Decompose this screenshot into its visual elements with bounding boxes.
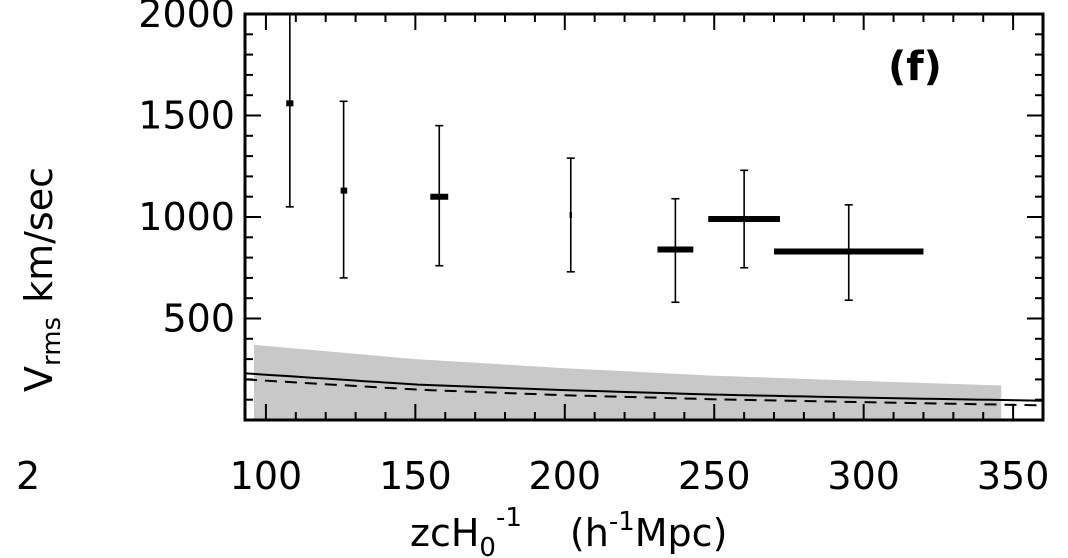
shaded-band-layer (254, 344, 1002, 420)
y-axis-title-main: V (17, 366, 61, 392)
y-tick-label: 1500 (138, 94, 235, 138)
x-axis-title-sup: -1 (496, 503, 522, 533)
data-point-1 (285, 13, 294, 208)
shaded-band (254, 344, 1002, 420)
x-axis-title-units-sup: -1 (609, 507, 635, 537)
y-tick-label: 500 (162, 297, 235, 341)
data-point-2 (339, 100, 348, 279)
x-axis-title-sub: 0 (479, 533, 496, 558)
x-axis-title-units-open: (h (570, 511, 609, 555)
panel-label: (f) (888, 44, 942, 90)
data-point-3 (430, 124, 449, 267)
data-point-6 (708, 169, 780, 269)
y-axis-title: Vrms km/sec (17, 167, 67, 392)
y-axis-title-sub: rms (37, 317, 67, 366)
solid-model-curve (244, 372, 1044, 402)
x-tick-label: 250 (678, 454, 751, 498)
x-axis-title: zcH0-1 (h-1Mpc) (410, 503, 727, 558)
data-point-4 (566, 157, 575, 273)
x-tick-label: 300 (827, 454, 900, 498)
x-tick-label: 350 (977, 454, 1050, 498)
stray-label: 2 (16, 454, 40, 498)
y-axis-title-units: km/sec (17, 167, 61, 303)
dashed-model-curve (244, 378, 1044, 407)
x-tick-label: 150 (379, 454, 452, 498)
tick-labels-layer: 100 150 200 250 300 350 500 1000 1500 2000 (138, 0, 1049, 498)
axis-ticks-layer (245, 13, 1043, 420)
x-axis-title-main: zcH (410, 511, 479, 555)
data-points-layer (285, 13, 924, 304)
x-tick-label: 100 (230, 454, 303, 498)
model-curves-layer (244, 372, 1044, 407)
x-tick-label: 200 (529, 454, 602, 498)
x-axis-title-units-close: Mpc) (635, 511, 728, 555)
data-point-5 (657, 197, 694, 304)
y-tick-label: 2000 (138, 0, 235, 36)
data-point-7 (774, 204, 924, 302)
y-tick-label: 1000 (138, 195, 235, 239)
